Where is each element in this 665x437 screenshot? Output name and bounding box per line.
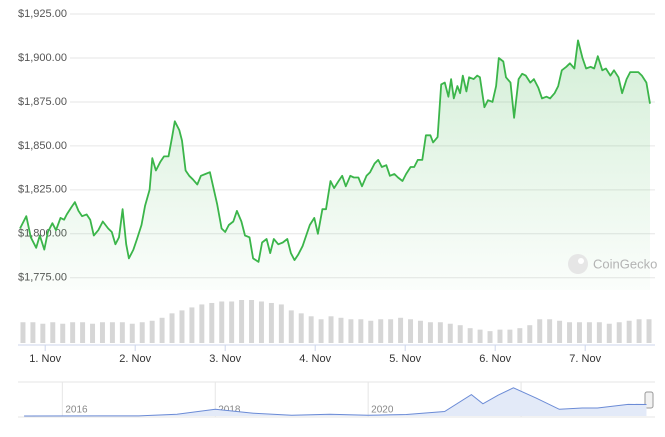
x-tick-label: 1. Nov — [29, 353, 61, 365]
volume-bar — [378, 319, 384, 343]
volume-bar — [537, 319, 543, 343]
volume-bar — [547, 319, 553, 343]
volume-bar — [606, 323, 612, 343]
volume-bar — [626, 320, 632, 343]
navigator-area — [24, 387, 647, 416]
price-line — [19, 39, 651, 263]
volume-bar — [417, 320, 423, 343]
volume-bar — [199, 304, 205, 343]
volume-bar — [219, 301, 225, 343]
y-tick-label: $1,850.00 — [18, 140, 67, 152]
x-tick-label: 4. Nov — [299, 353, 331, 365]
volume-bar — [258, 301, 264, 343]
volume-bar — [487, 331, 493, 343]
volume-bar — [358, 319, 364, 343]
volume-bar — [239, 300, 245, 343]
y-tick-label: $1,925.00 — [18, 8, 67, 20]
volume-bar — [368, 320, 374, 343]
x-tick-label: 2. Nov — [119, 353, 151, 365]
x-tick-label: 7. Nov — [569, 353, 601, 365]
volume-bar — [636, 319, 642, 343]
volume-bar — [129, 323, 135, 343]
volume-bar — [308, 316, 314, 343]
volume-bar — [60, 323, 66, 343]
volume-bar — [40, 323, 46, 343]
navigator-line — [24, 387, 647, 417]
volume-bar — [457, 325, 463, 343]
volume-bar — [517, 328, 523, 343]
volume-bar — [288, 310, 294, 343]
watermark-icon — [568, 254, 588, 274]
volume-bar — [169, 313, 175, 343]
volume-bar — [338, 317, 344, 343]
y-tick-label: $1,900.00 — [18, 52, 67, 64]
volume-bar — [139, 322, 145, 343]
x-tick-label: 3. Nov — [209, 353, 241, 365]
volume-bar — [159, 317, 165, 343]
volume-bar — [80, 322, 86, 343]
y-tick-label: $1,825.00 — [18, 184, 67, 196]
volume-bar — [249, 300, 255, 343]
volume-bar — [557, 320, 563, 343]
watermark: CoinGecko — [593, 256, 657, 271]
volume-bar — [109, 322, 115, 343]
volume-bar — [318, 319, 324, 343]
volume-bar — [348, 319, 354, 343]
volume-bar — [497, 329, 503, 343]
volume-bar — [209, 302, 215, 343]
y-tick-label: $1,875.00 — [18, 96, 67, 108]
volume-bar — [328, 316, 334, 343]
volume-bar — [596, 322, 602, 343]
volume-bar — [586, 322, 592, 343]
volume-bar — [99, 322, 105, 343]
volume-bar — [427, 322, 433, 343]
volume-bar — [90, 323, 96, 343]
volume-bar — [507, 329, 513, 343]
volume-bar — [447, 323, 453, 343]
navigator-tick-label: 2016 — [65, 405, 88, 416]
volume-bar — [50, 322, 56, 343]
volume-bar — [20, 322, 26, 343]
volume-bar — [298, 313, 304, 343]
volume-bar — [30, 322, 36, 343]
volume-bar — [567, 322, 573, 343]
x-tick-label: 6. Nov — [479, 353, 511, 365]
navigator-tick-label: 2020 — [371, 405, 394, 416]
x-tick-label: 5. Nov — [389, 353, 421, 365]
volume-bar — [646, 319, 652, 343]
volume-bar — [388, 319, 394, 343]
volume-bar — [398, 317, 404, 343]
volume-bar — [437, 322, 443, 343]
volume-bar — [278, 304, 284, 343]
navigator-handle[interactable] — [644, 391, 654, 409]
volume-bar — [189, 307, 195, 343]
volume-bar — [477, 329, 483, 343]
volume-bar — [179, 310, 185, 343]
volume-bar — [408, 319, 414, 343]
volume-bar — [576, 322, 582, 343]
volume-bar — [467, 328, 473, 343]
volume-bar — [527, 325, 533, 343]
volume-bar — [616, 322, 622, 343]
volume-bar — [229, 301, 235, 343]
navigator-tick-label: 2018 — [218, 405, 241, 416]
volume-bar — [119, 322, 125, 343]
volume-bar — [70, 322, 76, 343]
volume-bar — [268, 302, 274, 343]
volume-bar — [149, 320, 155, 343]
